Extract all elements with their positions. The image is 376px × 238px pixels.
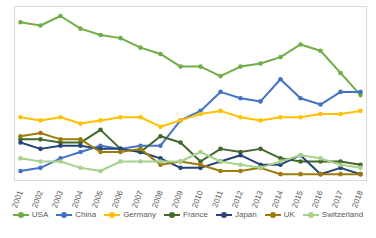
html-text:UK: UK bbox=[283, 210, 295, 219]
html-text:Germany: Germany bbox=[123, 210, 156, 219]
html-text:China: China bbox=[75, 210, 97, 219]
svg-text:2011: 2011 bbox=[210, 189, 225, 208]
svg-text:2005: 2005 bbox=[90, 189, 105, 208]
html-text:France: France bbox=[183, 210, 208, 219]
svg-text:2017: 2017 bbox=[330, 189, 345, 208]
html-text:USA: USA bbox=[31, 210, 49, 219]
html-text:Japan: Japan bbox=[234, 210, 257, 219]
svg-text:2016: 2016 bbox=[310, 189, 325, 208]
svg-text:2015: 2015 bbox=[290, 189, 305, 208]
svg-text:2012: 2012 bbox=[230, 189, 245, 208]
svg-text:2008: 2008 bbox=[150, 189, 165, 208]
html-text:Switzerland: Switzerland bbox=[321, 210, 364, 219]
svg-text:2003: 2003 bbox=[50, 189, 65, 208]
svg-text:2001: 2001 bbox=[10, 189, 25, 208]
svg-text:2006: 2006 bbox=[110, 189, 125, 208]
svg-text:2010: 2010 bbox=[190, 189, 205, 208]
svg-text:2002: 2002 bbox=[30, 189, 45, 208]
svg-text:2014: 2014 bbox=[270, 189, 285, 208]
svg-text:2007: 2007 bbox=[130, 189, 145, 208]
svg-text:2009: 2009 bbox=[170, 189, 185, 208]
svg-text:2018: 2018 bbox=[350, 189, 365, 208]
svg-text:2013: 2013 bbox=[250, 189, 265, 208]
svg-text:2004: 2004 bbox=[70, 189, 85, 208]
